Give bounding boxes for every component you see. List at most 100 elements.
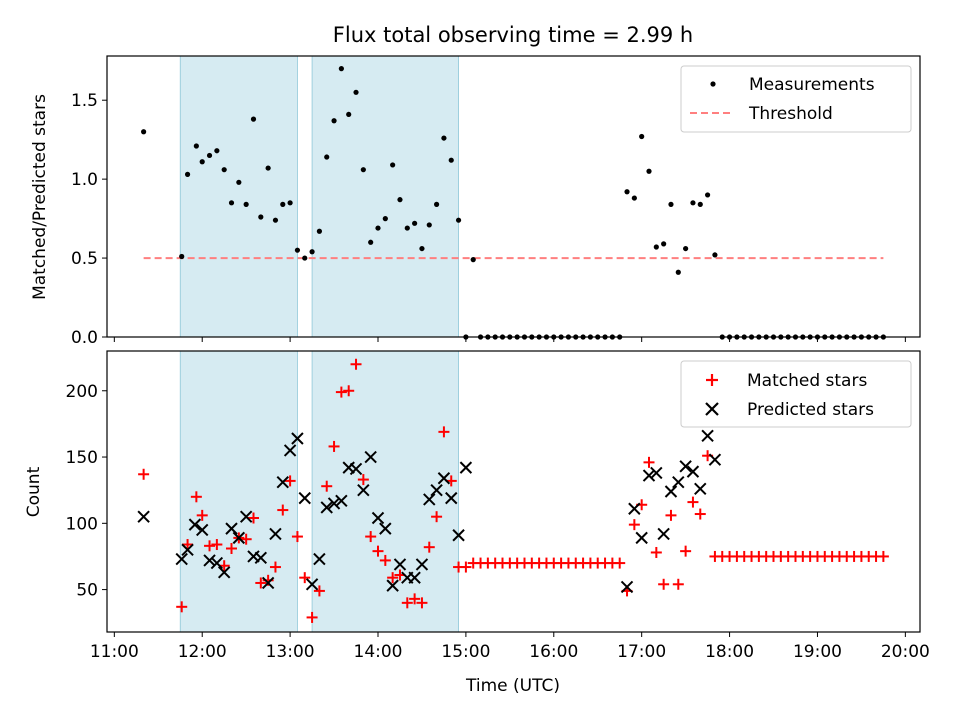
matched-star-point xyxy=(460,561,472,573)
matched-star-point xyxy=(416,597,428,609)
predicted-star-point xyxy=(137,510,150,523)
matched-star-point xyxy=(211,539,223,551)
matched-star-point xyxy=(306,611,318,623)
matched-star-point xyxy=(672,578,684,590)
measurement-point xyxy=(221,167,227,173)
measurement-point xyxy=(206,152,213,159)
top-legend-box xyxy=(680,65,912,133)
predicted-star-point xyxy=(459,461,473,474)
predicted-star-point xyxy=(620,580,634,594)
measurement-point xyxy=(272,217,279,223)
matched-star-point xyxy=(284,475,296,487)
predicted-star-point xyxy=(452,529,465,542)
measurement-point xyxy=(302,255,308,261)
predicted-star-point xyxy=(210,556,224,570)
measurement-point xyxy=(675,269,681,275)
measurement-point xyxy=(683,245,689,252)
predicted-star-point xyxy=(628,502,641,515)
matched-star-point xyxy=(299,572,311,584)
predicted-star-point xyxy=(357,483,370,497)
measurement-point xyxy=(258,214,264,220)
measurement-point xyxy=(250,116,257,122)
matched-star-point xyxy=(240,533,252,545)
matched-star-point xyxy=(643,456,655,468)
matched-star-point xyxy=(343,385,355,397)
predicted-star-point xyxy=(657,527,670,541)
matched-star-point xyxy=(650,546,662,558)
measurement-point xyxy=(412,220,418,226)
figure-title: Flux total observing time = 2.99 h xyxy=(333,23,693,47)
x-tick-label: 14:00 xyxy=(354,642,403,662)
legend-matched-label: Matched stars xyxy=(747,371,867,391)
matched-star-point xyxy=(350,358,362,370)
x-tick-label: 15:00 xyxy=(441,642,490,662)
matched-star-point xyxy=(313,585,325,597)
observing-span xyxy=(179,350,298,633)
y-tick-label: 1.0 xyxy=(71,170,98,190)
measurement-point xyxy=(382,216,388,222)
y-tick-label: 50 xyxy=(76,581,98,601)
x-tick-label: 20:00 xyxy=(881,642,930,662)
predicted-star-point xyxy=(371,511,385,525)
measurement-point xyxy=(265,165,271,171)
predicted-star-point xyxy=(379,522,392,535)
measurement-point xyxy=(184,171,191,177)
measurement-point xyxy=(661,241,667,247)
measurement-point xyxy=(294,247,301,253)
matched-star-point xyxy=(438,426,450,438)
measurement-point xyxy=(712,252,718,258)
predicted-star-point xyxy=(203,554,216,567)
matched-star-point xyxy=(431,511,443,523)
predicted-star-point xyxy=(423,493,436,506)
measurement-point xyxy=(631,195,637,201)
predicted-star-point xyxy=(686,465,700,478)
measurement-point xyxy=(433,201,440,207)
matched-star-point xyxy=(372,545,384,557)
matched-star-point xyxy=(204,540,216,552)
measurement-point xyxy=(375,225,381,231)
measurement-point xyxy=(441,135,447,141)
matched-star-point xyxy=(247,512,259,524)
matched-star-point xyxy=(379,554,391,566)
matched-star-point xyxy=(365,531,377,543)
bottom-legend: Matched stars Predicted stars xyxy=(680,360,912,428)
predicted-star-point xyxy=(181,543,194,557)
measurement-point xyxy=(639,133,645,140)
measurement-point xyxy=(455,217,462,223)
y-tick-label: 1.5 xyxy=(71,91,98,111)
predicted-star-point xyxy=(415,558,429,571)
predicted-star-point xyxy=(217,566,231,579)
predicted-star-point xyxy=(642,469,656,482)
measurement-point xyxy=(331,118,337,124)
x-tick-label: 13:00 xyxy=(266,642,315,662)
y-tick-label: 0.5 xyxy=(71,249,98,269)
matched-star-point xyxy=(196,509,208,521)
predicted-star-point xyxy=(291,432,304,445)
observing-span xyxy=(311,55,459,338)
measurement-point xyxy=(653,244,659,250)
measurement-point xyxy=(470,257,476,263)
x-tick-label: 11:00 xyxy=(90,642,139,662)
predicted-star-point xyxy=(320,501,333,514)
predicted-star-point xyxy=(650,466,663,480)
x-axis-label: Time (UTC) xyxy=(465,676,560,696)
matched-star-point xyxy=(182,539,194,551)
measurement-point xyxy=(419,245,425,252)
predicted-star-point xyxy=(701,429,714,443)
predicted-star-point xyxy=(305,578,319,591)
measurement-point xyxy=(397,197,403,203)
matched-star-point xyxy=(423,541,435,553)
measurement-point xyxy=(360,167,366,173)
matched-star-point xyxy=(269,561,281,573)
observing-span xyxy=(179,55,298,338)
matched-star-point xyxy=(138,468,150,480)
measurement-point xyxy=(624,189,630,195)
measurement-point xyxy=(193,143,199,149)
x-tick-label: 17:00 xyxy=(617,642,666,662)
matched-star-point xyxy=(614,557,626,569)
measurement-point xyxy=(236,179,242,185)
matched-star-point xyxy=(694,508,706,520)
predicted-star-point xyxy=(276,476,289,489)
predicted-star-point xyxy=(261,576,275,590)
predicted-star-point xyxy=(313,552,326,566)
